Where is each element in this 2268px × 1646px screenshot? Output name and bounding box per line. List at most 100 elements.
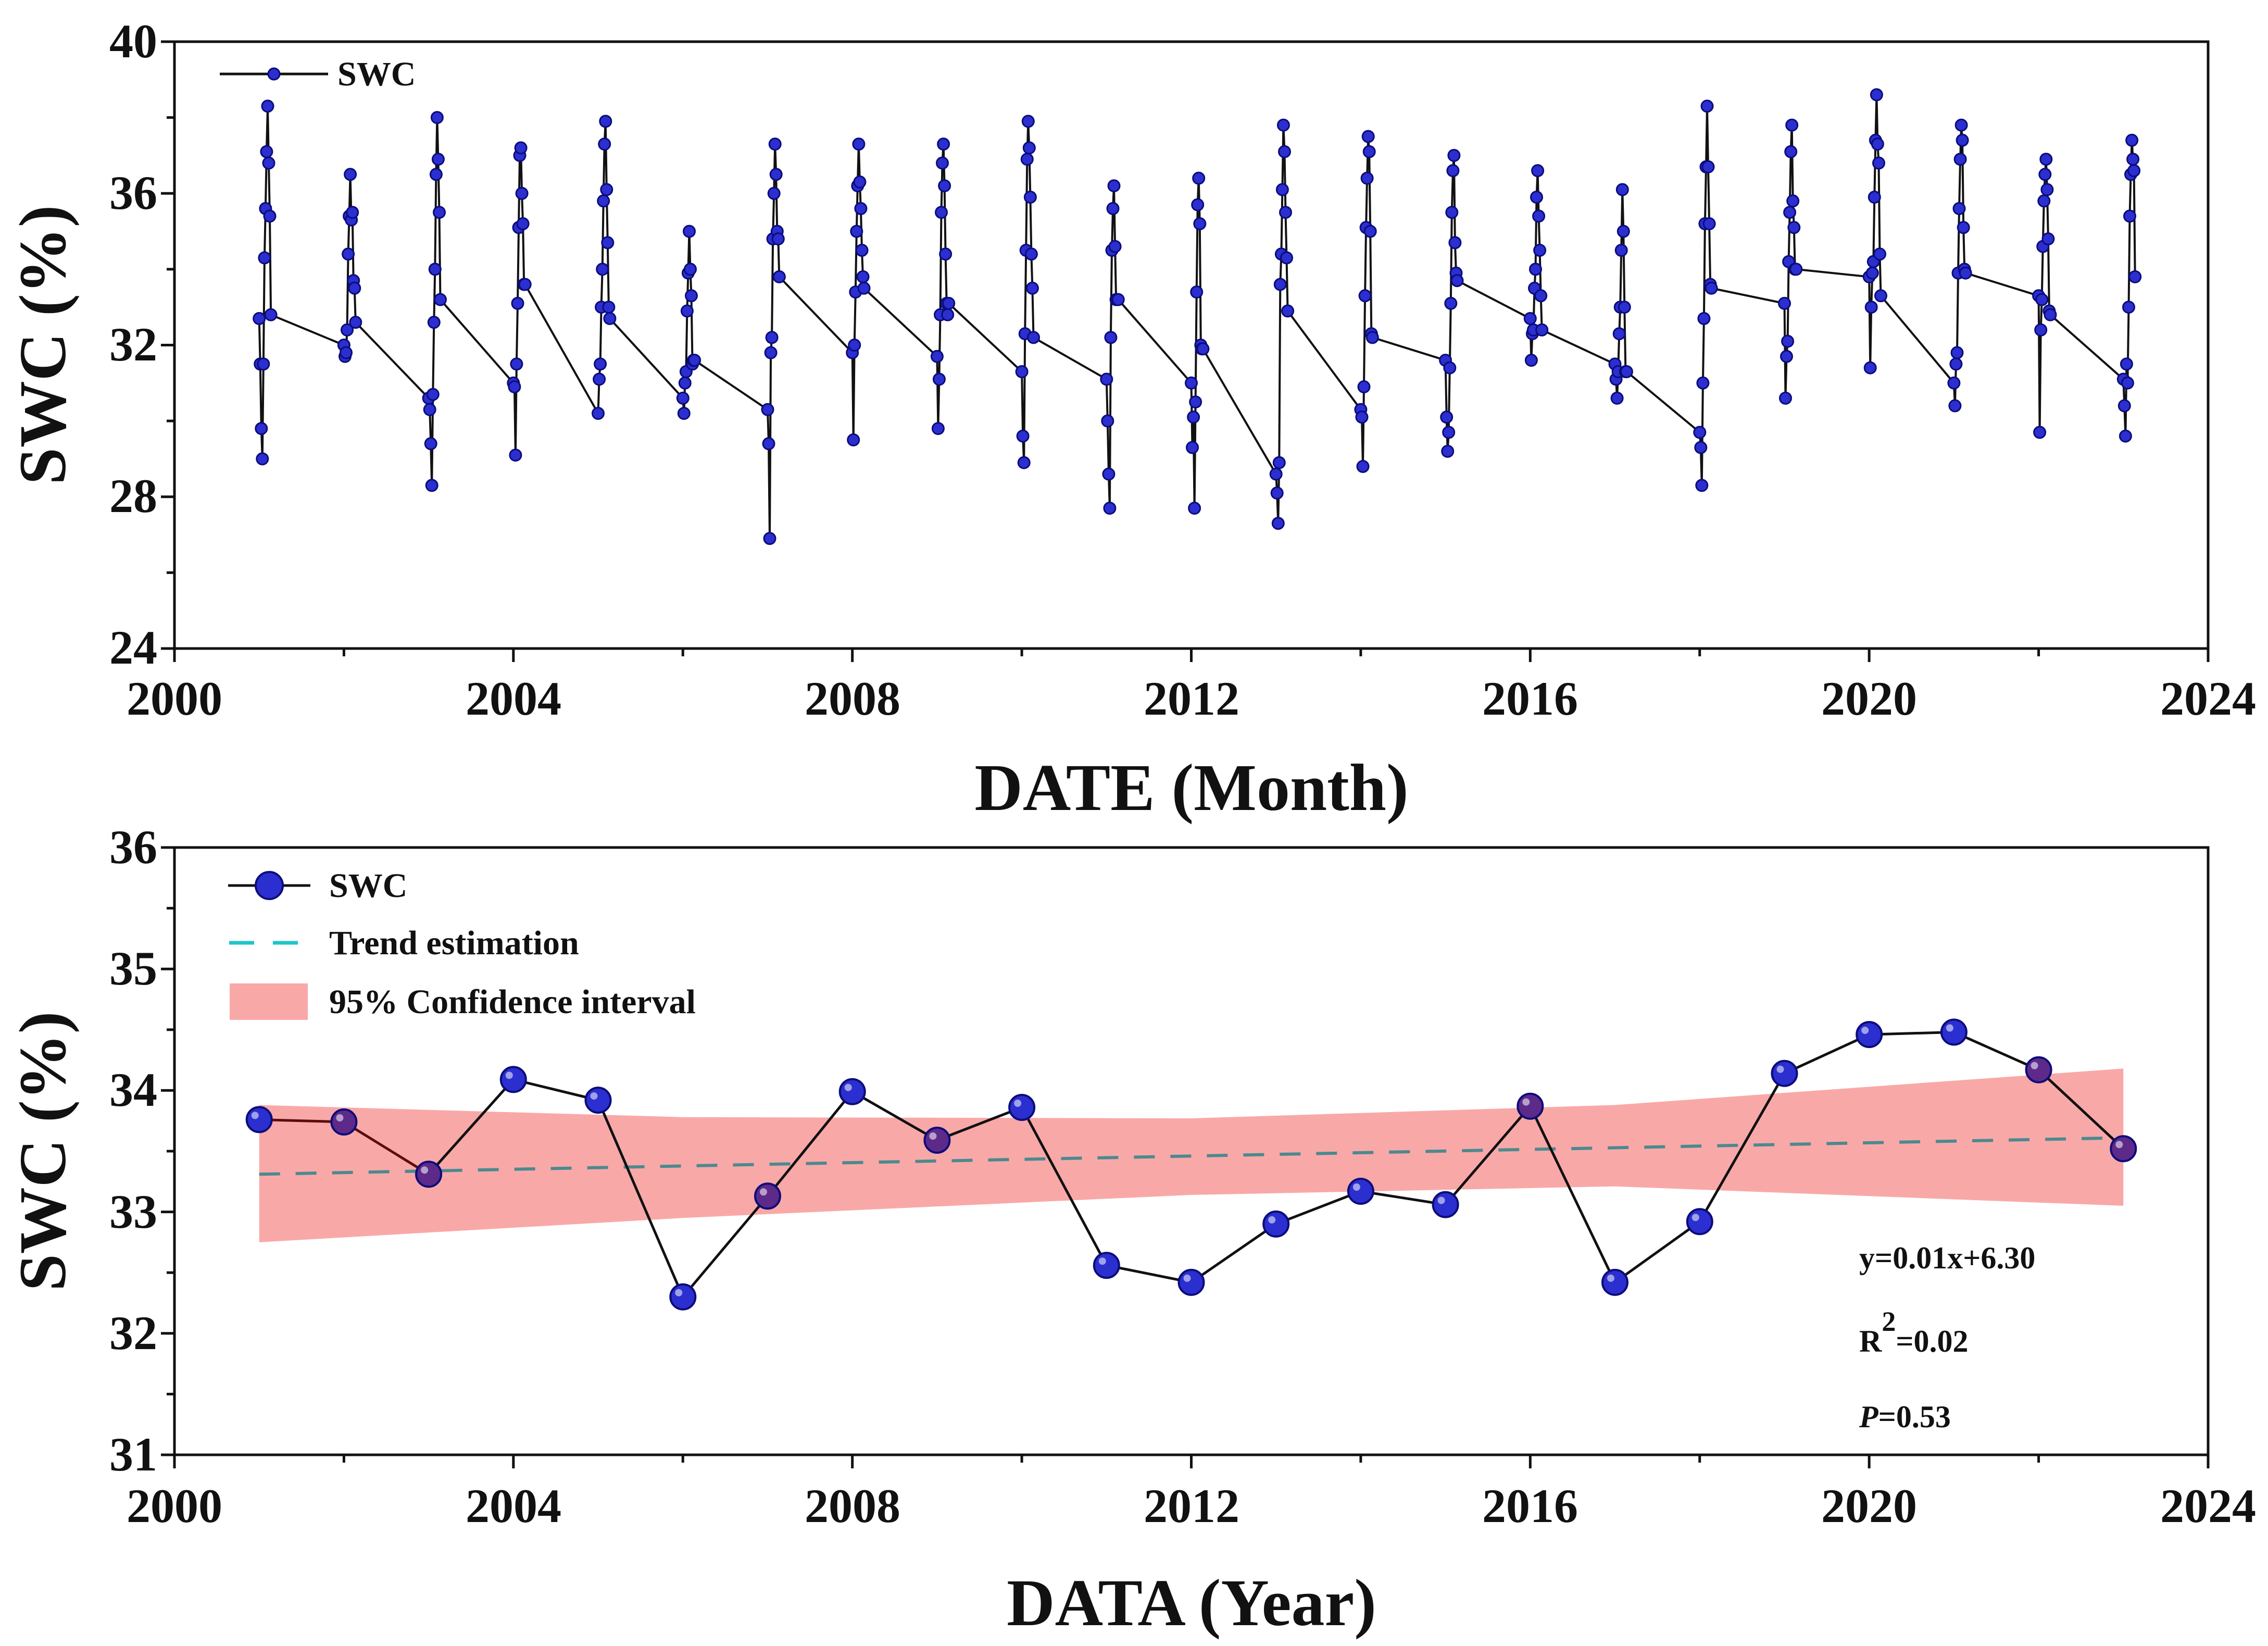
legend: SWC (220, 55, 416, 93)
swc-monthly-point (429, 168, 443, 181)
swc-monthly-point (346, 206, 359, 219)
swc-monthly-point (1953, 153, 1967, 166)
swc-monthly-point (2125, 133, 2139, 147)
y-tick-label: 33 (109, 1185, 157, 1238)
swc-monthly-point (1280, 251, 1293, 265)
swc-monthly-point (256, 452, 269, 466)
trend-line (259, 1136, 2124, 1176)
r-squared: R2=0.02 (1859, 1306, 1969, 1358)
swc-monthly-point (683, 225, 696, 238)
swc-annual-point (415, 1161, 443, 1188)
swc-monthly-point (678, 376, 692, 390)
swc-monthly-point (425, 479, 438, 492)
swc-annual-point (754, 1182, 781, 1210)
swc-monthly-point (1787, 221, 1801, 234)
swc-monthly-point (1778, 296, 1791, 310)
swc-monthly-point (515, 186, 529, 200)
swc-annual-point (2025, 1056, 2052, 1083)
swc-monthly-point (856, 270, 870, 283)
swc-monthly-point (938, 179, 951, 193)
swc-monthly-point (1532, 209, 1546, 223)
swc-monthly-point (2119, 429, 2132, 443)
swc-monthly-point (253, 312, 266, 325)
swc-monthly-point (1954, 118, 1968, 132)
swc-annual-segment (428, 1078, 515, 1175)
swc-monthly-point (427, 316, 441, 329)
annual-swc-chart: SWC Trend estimation 95% Confidence inte… (6, 820, 2256, 1640)
swc-monthly-point (769, 168, 783, 181)
swc-monthly-point (1696, 376, 1710, 390)
swc-monthly-point (1185, 376, 1198, 390)
swc-annual-point (1432, 1191, 1459, 1218)
x-tick-label: 2016 (1482, 1479, 1578, 1532)
y-axis-title: SWC (%) (6, 205, 80, 485)
swc-monthly-point (1360, 171, 1374, 185)
marker-highlight (1014, 1100, 1022, 1107)
swc-annual-segment (1020, 1106, 1108, 1266)
swc-annual-point (1093, 1252, 1120, 1279)
swc-monthly-point (1783, 206, 1797, 219)
x-tick-label: 2016 (1482, 672, 1578, 725)
swc-monthly-point (1020, 153, 1034, 166)
swc-annual-segment (513, 1078, 599, 1102)
marker-highlight (929, 1132, 937, 1140)
swc-annual-point (1008, 1094, 1036, 1121)
swc-monthly-point (516, 217, 530, 230)
swc-monthly-point (602, 301, 616, 314)
swc-monthly-point (1615, 183, 1629, 196)
swc-monthly-point (1872, 156, 1885, 170)
swc-monthly-point (592, 407, 605, 420)
swc-monthly-point (349, 316, 362, 329)
swc-monthly-point (1440, 410, 1453, 424)
swc-monthly-point (1864, 301, 1878, 314)
swc-monthly-point (1529, 263, 1542, 276)
swc-annual-segment (1360, 1190, 1446, 1206)
swc-monthly-point (511, 296, 524, 310)
swc-monthly-point (426, 388, 440, 401)
swc-annual-point (2110, 1135, 2137, 1163)
swc-annual-segment (1953, 1031, 2039, 1071)
x-tick-label: 2020 (1821, 1479, 1917, 1532)
swc-monthly-point (850, 225, 863, 238)
swc-monthly-point (2037, 194, 2051, 208)
swc-monthly-point (1450, 274, 1464, 288)
swc-monthly-point (2039, 153, 2053, 166)
swc-annual-segment (1106, 1264, 1192, 1284)
swc-annual-segment (597, 1100, 684, 1298)
swc-annual-point (1940, 1018, 1968, 1046)
swc-monthly-point (1365, 331, 1379, 344)
swc-monthly-point (1617, 225, 1630, 238)
swc-annual-point (1262, 1210, 1290, 1238)
marker-highlight (336, 1114, 344, 1121)
swc-monthly-point (2127, 164, 2141, 178)
swc-monthly-point (433, 206, 446, 219)
swc-monthly-point (2040, 183, 2054, 196)
swc-annual-point (499, 1066, 527, 1093)
swc-monthly-point (1446, 164, 1460, 178)
swc-monthly-point (937, 138, 950, 151)
swc-monthly-point (1103, 502, 1117, 515)
regression-equation: y=0.01x+6.30 (1859, 1241, 2035, 1275)
swc-monthly-point (1702, 217, 1716, 230)
swc-annual-segment (259, 1118, 344, 1124)
swc-monthly-point (1949, 357, 1963, 371)
y-tick-label: 36 (109, 166, 157, 219)
swc-monthly-point (688, 354, 701, 367)
swc-monthly-point (765, 331, 779, 344)
swc-monthly-point (1948, 399, 1962, 413)
swc-monthly-point (2034, 323, 2048, 336)
swc-monthly-point (1101, 414, 1114, 428)
swc-annual-segment (767, 1091, 854, 1197)
y-tick-label: 32 (109, 1306, 157, 1360)
swc-monthly-point (596, 263, 609, 276)
swc-monthly-point (1695, 479, 1709, 492)
swc-monthly-point (599, 115, 612, 128)
swc-monthly-point (1273, 278, 1287, 291)
swc-monthly-point (942, 296, 956, 310)
swc-monthly-point (1269, 467, 1283, 481)
swc-monthly-point (1102, 467, 1116, 481)
swc-monthly-point (1693, 426, 1707, 439)
swc-monthly-point (1523, 312, 1537, 325)
swc-monthly-point (767, 186, 781, 200)
x-tick-label: 2000 (127, 672, 222, 725)
